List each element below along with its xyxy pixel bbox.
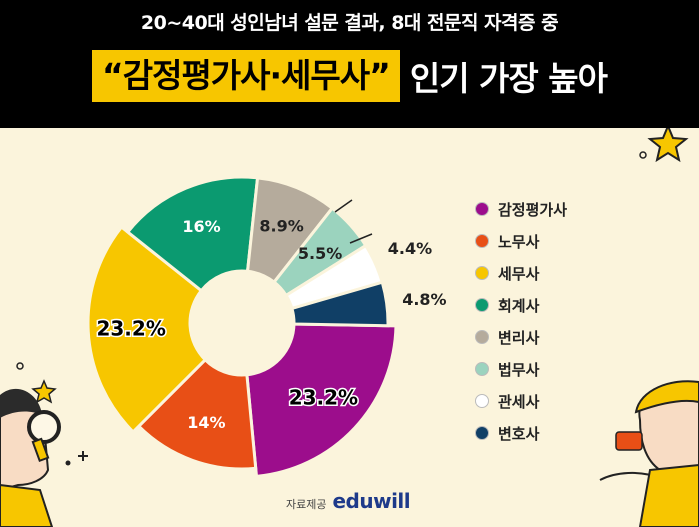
data-label-8: 4.8% — [402, 290, 446, 309]
chart-title-highlight: “감정평가사·세무사” — [92, 50, 400, 102]
legend-label: 세무사 — [498, 264, 540, 283]
eduwill-logo: eduwill — [332, 489, 411, 513]
legend-label: 관세사 — [498, 392, 540, 411]
data-label-4: 16% — [182, 217, 220, 236]
legend-label: 회계사 — [498, 296, 540, 315]
star-icon — [647, 128, 689, 163]
legend-label: 노무사 — [498, 232, 540, 251]
legend-item: 변리사 — [475, 321, 675, 353]
data-label-1: 23.2% — [289, 385, 358, 409]
leader-line-2 — [349, 233, 373, 244]
legend-label: 변리사 — [498, 328, 540, 347]
legend-swatch — [475, 234, 489, 248]
data-source-credit: 자료제공 eduwill — [286, 489, 411, 513]
legend-label: 변호사 — [498, 424, 540, 443]
legend-item: 변호사 — [475, 417, 675, 449]
legend-item: 관세사 — [475, 385, 675, 417]
person-illustration-left — [0, 388, 61, 527]
legend-label: 법무사 — [498, 360, 540, 379]
donut-slice-1 — [245, 322, 398, 478]
title-row: “감정평가사·세무사” 인기 가장 높아 — [0, 48, 699, 104]
star-icon — [31, 379, 57, 404]
donut-slice-3 — [86, 224, 208, 435]
legend-item: 세무사 — [475, 257, 675, 289]
legend-swatch — [475, 330, 489, 344]
legend-swatch — [475, 394, 489, 408]
legend-swatch — [475, 362, 489, 376]
data-label-6: 5.5% — [298, 244, 342, 263]
legend-label: 감정평가사 — [498, 200, 568, 219]
legend-swatch — [475, 266, 489, 280]
legend-item: 감정평가사 — [475, 193, 675, 225]
donut-chart: 23.2% 14% 23.2% 16% 8.9% 5.5% 4.4% 4.8% — [0, 128, 699, 527]
donut-slice-8 — [290, 280, 390, 328]
data-label-3: 23.2% — [96, 316, 165, 340]
data-label-7: 4.4% — [388, 239, 432, 258]
legend-swatch — [475, 426, 489, 440]
donut-slice-labels: 23.2% 14% 23.2% 16% 8.9% 5.5% 4.4% 4.8% — [95, 199, 447, 432]
dot-decoration — [639, 151, 647, 159]
decorations — [16, 128, 689, 466]
legend-swatch — [475, 298, 489, 312]
legend-item: 노무사 — [475, 225, 675, 257]
plus-icon — [78, 451, 88, 461]
data-label-2: 14% — [187, 413, 225, 432]
donut-slice-4 — [125, 175, 260, 293]
legend-item: 법무사 — [475, 353, 675, 385]
donut-slice-2 — [136, 357, 258, 471]
person-illustration-right — [599, 380, 699, 527]
legend-item: 회계사 — [475, 289, 675, 321]
legend-swatch — [475, 202, 489, 216]
leader-line-1 — [334, 199, 353, 213]
dot-decoration — [65, 460, 71, 466]
credit-label: 자료제공 — [286, 498, 327, 511]
dot-decoration — [16, 362, 24, 370]
header-banner: 20~40대 성인남녀 설문 결과, 8대 전문직 자격증 중 “감정평가사·세… — [0, 0, 699, 128]
chart-title-rest: 인기 가장 높아 — [409, 59, 608, 98]
donut-slices — [86, 175, 398, 478]
chart-subtitle: 20~40대 성인남녀 설문 결과, 8대 전문직 자격증 중 — [140, 12, 559, 34]
data-label-5: 8.9% — [259, 217, 303, 236]
